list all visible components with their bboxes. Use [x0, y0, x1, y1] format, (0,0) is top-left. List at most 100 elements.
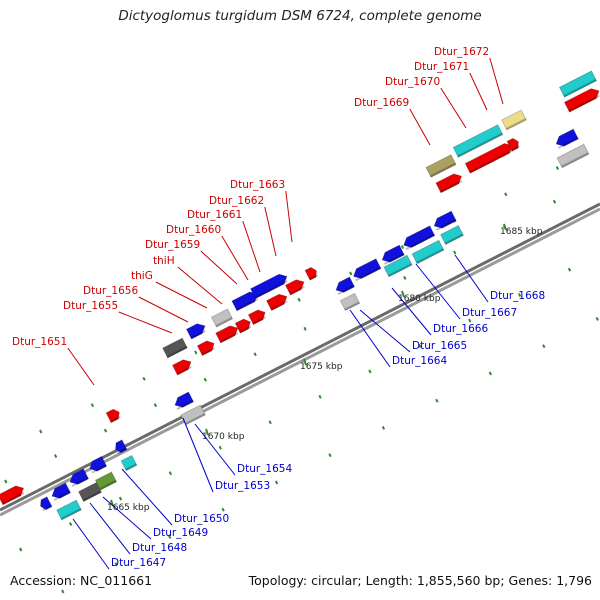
- bottom-gene-label: Dtur_1664: [392, 355, 447, 367]
- guide-dot: [297, 297, 301, 302]
- bottom-gene-label: Dtur_1653: [215, 480, 270, 492]
- guide-dot: [53, 454, 58, 459]
- guide-dot: [194, 350, 198, 355]
- guide-dot: [542, 344, 546, 349]
- gene-top-18: [435, 173, 463, 194]
- guide-dot: [368, 369, 372, 374]
- scale-tick-label: 1665 kbp: [107, 503, 150, 513]
- gene-top-5: [210, 308, 234, 328]
- guide-dot: [90, 403, 95, 408]
- gene-bottom-7: [115, 439, 128, 455]
- top-gene-label: Dtur_1663: [230, 179, 285, 191]
- bottom-gene-leader-line: [194, 423, 236, 476]
- gene-bottom-8: [120, 454, 138, 472]
- scale-tick-label: 1670 kbp: [202, 432, 245, 442]
- guide-dot: [567, 267, 572, 272]
- guide-dot: [61, 589, 65, 594]
- bottom-gene-leader-line: [121, 468, 173, 526]
- top-gene-label: Dtur_1672: [434, 46, 489, 58]
- bottom-gene-label: Dtur_1647: [111, 557, 166, 569]
- guide-dot: [168, 535, 172, 539]
- guide-dot: [418, 344, 422, 348]
- top-gene-leader-line: [221, 235, 249, 281]
- genome-summary: Topology: circular; Length: 1,855,560 bp…: [248, 573, 592, 588]
- bottom-gene-label: Dtur_1668: [490, 290, 545, 302]
- top-gene-label: Dtur_1671: [414, 61, 469, 73]
- gene-bottom-1: [51, 482, 72, 501]
- guide-dot: [39, 429, 43, 434]
- top-gene-leader-line: [285, 190, 293, 243]
- gene-bottom-12: [339, 292, 361, 312]
- backbone-line: [0, 202, 600, 512]
- gene-top-10: [250, 273, 288, 300]
- bottom-gene-leader-line: [89, 502, 131, 555]
- bottom-gene-leader-line: [359, 309, 411, 353]
- scale-tick-label: 1675 kbp: [300, 362, 343, 372]
- top-gene-leader-line: [242, 220, 261, 273]
- gene-bottom-19: [440, 225, 464, 245]
- guide-dot: [555, 166, 560, 170]
- figure-title: Dictyoglomus turgidum DSM 6724, complete…: [118, 8, 482, 24]
- guide-dot: [4, 479, 8, 484]
- top-gene-label: Dtur_1651: [12, 336, 67, 348]
- top-gene-leader-line: [118, 311, 173, 334]
- guide-dot: [468, 318, 472, 323]
- gene-top-20: [506, 137, 520, 152]
- gene-top-1: [162, 337, 188, 359]
- guide-dot: [504, 192, 508, 197]
- scale-tick: [503, 223, 507, 231]
- guide-dot: [517, 293, 522, 298]
- gene-bottom-17: [411, 239, 445, 265]
- top-gene-leader-line: [489, 57, 504, 105]
- top-gene-label: Dtur_1661: [187, 209, 242, 221]
- top-gene-label: Dtur_1656: [83, 285, 138, 297]
- guide-dot: [103, 428, 108, 433]
- top-gene-leader-line: [177, 266, 223, 305]
- gene-top-12: [284, 279, 305, 296]
- top-gene-label: Dtur_1670: [385, 76, 440, 88]
- gene-bottom-11: [335, 276, 356, 295]
- gene-top-19: [464, 143, 513, 174]
- bottom-gene-label: Dtur_1654: [237, 463, 292, 475]
- gene-bottom-14: [383, 254, 413, 278]
- guide-dot: [318, 394, 322, 399]
- guide-dot: [19, 547, 23, 552]
- guide-dot: [142, 376, 146, 381]
- bottom-gene-leader-line: [391, 287, 432, 336]
- top-gene-leader-line: [409, 108, 431, 146]
- scale-tick: [401, 290, 405, 298]
- scale-tick: [303, 358, 307, 366]
- gene-top-13: [304, 266, 318, 281]
- bottom-gene-leader-line: [349, 309, 391, 368]
- guide-dot: [118, 496, 123, 501]
- bottom-gene-label: Dtur_1650: [174, 513, 229, 525]
- top-gene-label: thiH: [153, 255, 175, 267]
- guide-dot: [203, 377, 207, 382]
- guide-dot: [328, 453, 332, 458]
- bottom-gene-leader-line: [182, 417, 214, 493]
- guide-dot: [488, 371, 492, 376]
- guide-dot: [435, 398, 439, 403]
- top-gene-leader-line: [67, 347, 95, 386]
- accession-label: Accession: NC_011661: [10, 573, 153, 588]
- guide-dot: [400, 245, 405, 249]
- gene-top-6: [215, 325, 239, 344]
- bottom-gene-label: Dtur_1648: [132, 542, 187, 554]
- guide-dot: [403, 276, 407, 280]
- guide-dot: [168, 471, 173, 476]
- gene-top-11: [266, 293, 288, 311]
- gene-bottom-9: [174, 391, 195, 410]
- gene-bottom-16: [403, 225, 436, 251]
- guide-dot: [595, 316, 599, 321]
- guide-dot: [552, 199, 557, 204]
- guide-dot: [221, 507, 225, 512]
- bottom-gene-leader-line: [415, 263, 461, 320]
- gene-top-16: [452, 124, 504, 158]
- top-gene-leader-line: [469, 72, 488, 111]
- gene-bottom-5: [89, 455, 108, 474]
- gene-top-17: [501, 109, 527, 131]
- gene-top-14: [105, 408, 121, 424]
- gene-top-8: [247, 309, 267, 326]
